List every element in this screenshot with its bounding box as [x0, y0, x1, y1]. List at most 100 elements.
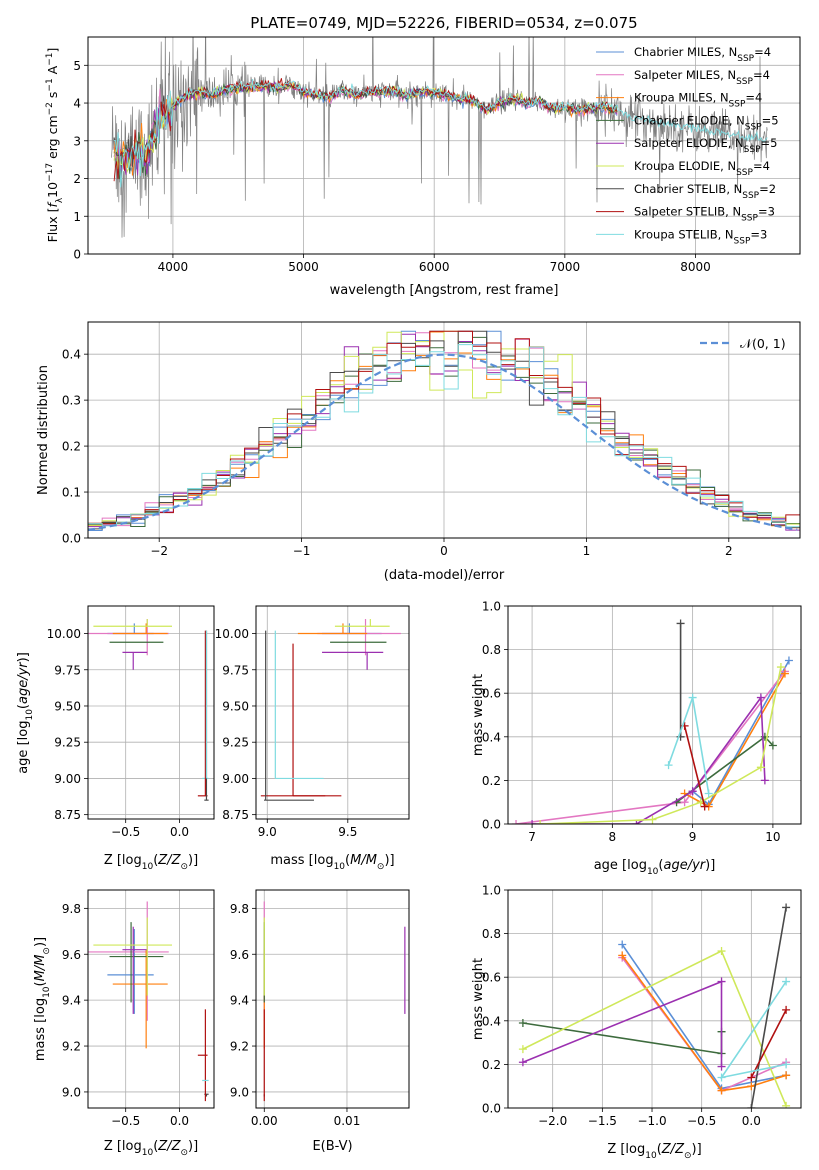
- y-tick-label: 9.50: [222, 699, 249, 713]
- y-tick-label: 8.75: [222, 808, 249, 822]
- axes-frame: [507, 889, 802, 1109]
- y-tick-label: 9.2: [230, 1040, 249, 1054]
- weight-marker: [528, 820, 537, 824]
- x-tick-label: 7: [528, 830, 536, 844]
- plot-area: [263, 901, 406, 1102]
- y-tick-label: 0.8: [482, 927, 501, 941]
- x-tick-label: 9.0: [258, 825, 277, 839]
- x-tick-label: −1.0: [637, 1114, 666, 1128]
- weight-marker: [756, 763, 765, 772]
- x-tick-label: 7000: [550, 260, 581, 274]
- panel-z-weight: −2.0 −1.5 −1.0 −0.5 0.0 0.0 0.2 0.4 0.6 0.8 1.0 Z […: [471, 884, 802, 1161]
- legend-label: Salpeter ELODIE, NSSP=5: [634, 136, 777, 155]
- legend-label: 𝒩(0, 1): [740, 336, 786, 351]
- histogram-step: [88, 344, 800, 528]
- x-tick-label: −0.5: [687, 1114, 716, 1128]
- y-tick-label: 9.8: [230, 902, 249, 916]
- y-axis-label: Flux [fλ10−17 erg cm−2 s−1 A−1]: [45, 48, 65, 243]
- x-tick-label: −1: [293, 544, 311, 558]
- weight-marker: [518, 1058, 527, 1067]
- y-tick-label: 0.0: [62, 532, 81, 546]
- y-tick-label: 9.0: [62, 1085, 81, 1099]
- weight-marker: [782, 1005, 791, 1014]
- x-tick-label: 5000: [288, 260, 319, 274]
- y-tick-label: 3: [73, 134, 81, 148]
- weight-marker: [782, 977, 791, 986]
- x-axis-label: (data-model)/error: [384, 568, 505, 583]
- axes-frame: [255, 605, 410, 820]
- y-tick-label: 0.4: [482, 730, 501, 744]
- weight-marker: [648, 815, 657, 824]
- y-tick-label: 0.6: [482, 971, 501, 985]
- x-tick-label: −1.5: [588, 1114, 617, 1128]
- weight-line: [540, 666, 782, 824]
- weight-marker: [776, 663, 785, 672]
- x-axis-label: mass [log10(M/M⊙)]: [270, 853, 394, 872]
- weight-marker: [717, 977, 726, 986]
- weight-marker: [632, 820, 641, 824]
- histogram-step: [88, 330, 800, 532]
- plot-area: [518, 903, 791, 1108]
- panel-mass-age: 9.0 9.5 8.75 9.00 9.25 9.50 9.75 10.00 mass [log…: [215, 605, 410, 872]
- legend-label: Chabrier ELODIE, NSSP=5: [634, 113, 779, 132]
- y-tick-label: 1.0: [482, 600, 501, 614]
- weight-marker: [717, 947, 726, 956]
- axes-frame: [255, 889, 410, 1109]
- weight-marker: [512, 820, 521, 824]
- y-tick-label: 0.4: [482, 1014, 501, 1028]
- x-tick-label: −0.5: [111, 825, 140, 839]
- weight-marker: [782, 1101, 791, 1108]
- weight-line: [532, 695, 766, 824]
- y-tick-label: 9.2: [62, 1040, 81, 1054]
- x-tick-label: −0.5: [111, 1114, 140, 1128]
- plot-area: [88, 619, 209, 801]
- y-tick-label: 9.4: [230, 994, 249, 1008]
- x-tick-label: 8: [609, 830, 617, 844]
- y-axis-label: mass weight: [471, 674, 486, 756]
- model-spectrum: [114, 78, 768, 188]
- plot-area: [260, 619, 401, 801]
- y-tick-label: 2: [73, 172, 81, 186]
- x-axis-label: Z [log10(Z/Z⊙)]: [104, 1139, 198, 1158]
- y-axis-label: mass [log10(M/M⊙)]: [33, 937, 52, 1061]
- weight-marker: [688, 693, 697, 702]
- axes-frame: [87, 36, 801, 255]
- y-tick-label: 8.75: [54, 808, 81, 822]
- plot-area: [88, 330, 800, 537]
- y-tick-label: 9.75: [222, 663, 249, 677]
- y-tick-label: 0.0: [482, 1102, 501, 1116]
- weight-marker: [760, 776, 769, 785]
- legend: Chabrier MILES, NSSP=4 Salpeter MILES, NS…: [596, 45, 779, 246]
- weight-marker: [784, 656, 793, 665]
- legend-label: Chabrier STELIB, NSSP=2: [634, 182, 776, 201]
- y-tick-label: 5: [73, 59, 81, 73]
- axes-frame: [507, 605, 802, 825]
- y-tick-label: 10.00: [47, 627, 81, 641]
- x-axis-label: wavelength [Angstrom, rest frame]: [330, 283, 559, 298]
- weight-marker: [747, 1073, 756, 1082]
- weight-marker: [717, 1086, 726, 1095]
- weight-marker: [780, 669, 789, 678]
- x-tick-label: 4000: [158, 260, 189, 274]
- normal-curve: [88, 353, 798, 531]
- x-axis-label: Z [log10(Z/Z⊙)]: [104, 853, 198, 872]
- panel-z-age: −0.5 0.0 8.75 9.00 9.25 9.50 9.75 10.00 Z [log10…: [16, 605, 215, 872]
- y-axis-label: age [log10(age/yr)]: [16, 652, 35, 774]
- weight-line: [515, 670, 786, 824]
- y-tick-label: 9.0: [230, 1085, 249, 1099]
- weight-marker: [747, 1104, 756, 1108]
- legend-label: Salpeter STELIB, NSSP=3: [634, 205, 775, 224]
- x-tick-label: 2: [725, 544, 733, 558]
- x-tick-label: 0: [440, 544, 448, 558]
- weight-marker: [676, 619, 685, 628]
- weight-line: [750, 1009, 787, 1078]
- weight-marker: [518, 1045, 527, 1054]
- weight-marker: [768, 741, 777, 750]
- y-tick-label: 0.2: [482, 1058, 501, 1072]
- plot-area: [88, 901, 209, 1102]
- legend-label: Kroupa MILES, NSSP=4: [634, 91, 762, 110]
- plot-area: [512, 619, 793, 824]
- legend: 𝒩(0, 1): [700, 336, 786, 351]
- y-tick-label: 10.00: [215, 627, 249, 641]
